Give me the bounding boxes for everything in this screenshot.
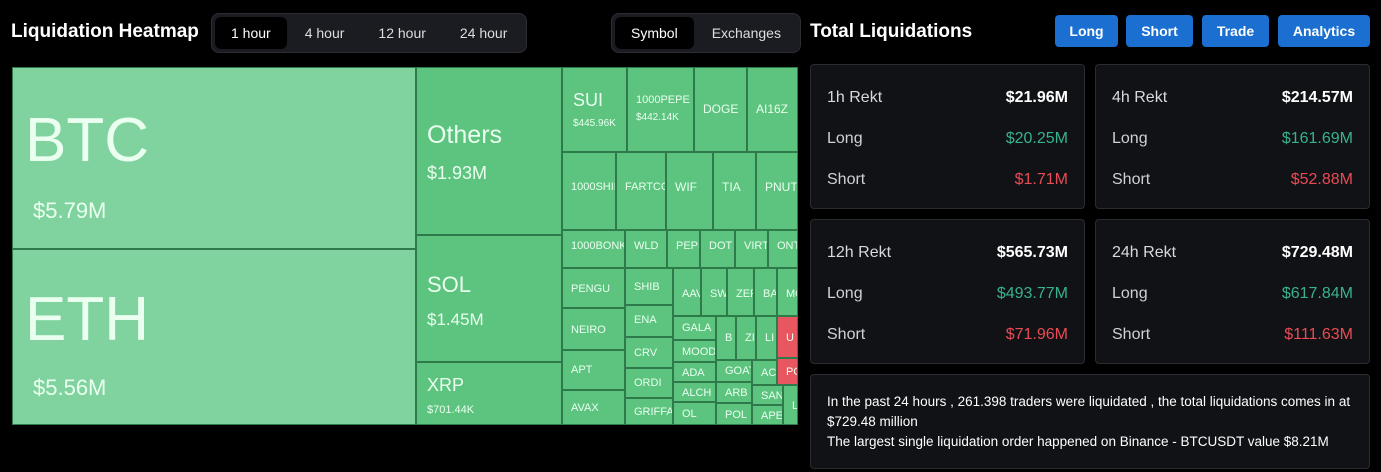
tile[interactable]: NEIRO <box>562 308 625 350</box>
tile[interactable]: POL <box>716 403 752 425</box>
view-tabs: Symbol Exchanges <box>611 13 801 53</box>
tile[interactable]: ORDI <box>625 368 673 398</box>
tile[interactable]: AC <box>752 360 777 385</box>
tile[interactable]: APE <box>752 405 783 425</box>
card-title: 12h Rekt $565.73M <box>827 244 1068 261</box>
short-value: $71.96M <box>1005 326 1068 343</box>
short-label: Short $1.71M <box>827 171 1068 188</box>
tile[interactable]: MOODENG <box>673 340 716 362</box>
long-value: $161.69M <box>1281 130 1353 147</box>
tile[interactable]: OL <box>673 402 716 425</box>
card-total: $565.73M <box>996 244 1068 261</box>
tile[interactable]: GOAT <box>716 360 752 382</box>
short-label: Short $71.96M <box>827 326 1068 343</box>
tile[interactable]: AAVE <box>673 268 701 316</box>
tile[interactable]: SAND <box>752 385 783 405</box>
tile[interactable]: AI16Z <box>747 67 798 152</box>
long-label: Long $617.84M <box>1112 285 1353 302</box>
tile[interactable]: ZEREBRO <box>727 268 754 316</box>
tile[interactable]: ALCH <box>673 382 716 402</box>
time-tabs: 1 hour 4 hour 12 hour 24 hour <box>211 13 528 53</box>
heatmap-title: Liquidation Heatmap <box>11 21 199 42</box>
long-label: Long $161.69M <box>1112 130 1353 147</box>
tile[interactable]: LI <box>756 316 777 360</box>
long-value: $493.77M <box>996 285 1068 302</box>
tile[interactable]: ZI <box>736 316 756 360</box>
tile[interactable]: XRP $701.44K <box>416 362 562 425</box>
tile[interactable]: GALA <box>673 316 716 340</box>
short-label: Short $52.88M <box>1112 171 1353 188</box>
tile[interactable]: APT <box>562 350 625 390</box>
tile[interactable]: L <box>783 385 798 425</box>
tile[interactable]: B <box>716 316 736 360</box>
button[interactable]: Short <box>1126 15 1193 47</box>
long-value: $617.84M <box>1281 285 1353 302</box>
tile[interactable]: ENA <box>625 305 673 337</box>
long-label: Long $493.77M <box>827 285 1068 302</box>
tile[interactable]: CRV <box>625 337 673 368</box>
tile[interactable]: AVAX <box>562 390 625 425</box>
view-tab[interactable]: Exchanges <box>711 25 781 41</box>
card-total: $21.96M <box>1005 89 1068 106</box>
tile[interactable]: SWARMS <box>701 268 727 316</box>
short-value: $1.71M <box>1014 171 1068 188</box>
short-value: $111.63M <box>1284 326 1353 343</box>
tile[interactable]: TIA <box>713 152 756 230</box>
card: 24h Rekt $729.48M Long $617.84M Short $111.63… <box>1095 219 1370 364</box>
tile[interactable]: WLD <box>625 230 667 268</box>
button[interactable]: Analytics <box>1278 15 1370 47</box>
tile[interactable]: PEPE <box>667 230 700 268</box>
panel-title: Total Liquidations <box>810 21 973 42</box>
tile[interactable]: SUI $445.96K <box>562 67 627 152</box>
tile[interactable]: ADA <box>673 362 716 382</box>
tile[interactable]: PNUT <box>756 152 798 230</box>
tile[interactable]: 1000SHIB <box>562 152 616 230</box>
card-total: $214.57M <box>1281 89 1353 106</box>
card: 4h Rekt $214.57M Long $161.69M Short $52.88M <box>1095 64 1370 209</box>
card-title: 24h Rekt $729.48M <box>1112 244 1353 261</box>
card: 1h Rekt $21.96M Long $20.25M Short $1.71M <box>810 64 1085 209</box>
tile[interactable]: ARB <box>716 382 752 403</box>
long-value: $20.25M <box>1005 130 1068 147</box>
tile[interactable]: 1000PEPE $442.14K <box>627 67 694 152</box>
card-total: $729.48M <box>1281 244 1353 261</box>
time-tab[interactable]: 24 hour <box>459 25 508 41</box>
tile[interactable]: SHIB <box>625 268 673 305</box>
tile[interactable]: ETH $5.56M <box>12 249 416 425</box>
tile[interactable]: ONT <box>768 230 798 268</box>
card-title: 1h Rekt $21.96M <box>827 89 1068 106</box>
time-tab[interactable]: 1 hour <box>215 17 287 49</box>
tile[interactable]: U <box>777 316 798 358</box>
tile[interactable]: BAN <box>754 268 777 316</box>
tile[interactable]: GRIFFAIN <box>625 398 673 425</box>
tile[interactable]: Others $1.93M <box>416 67 562 235</box>
button[interactable]: Trade <box>1202 15 1269 47</box>
tile[interactable]: DOT <box>700 230 735 268</box>
card-title: 4h Rekt $214.57M <box>1112 89 1353 106</box>
summary-line: The largest single liquidation order hap… <box>827 434 1329 449</box>
button[interactable]: Long <box>1055 15 1118 47</box>
summary: In the past 24 hours , 261.398 traders w… <box>810 374 1370 469</box>
tile[interactable]: FARTCOIN <box>616 152 666 230</box>
tile[interactable]: MOVE <box>777 268 798 316</box>
short-label: Short $111.63M <box>1112 326 1353 343</box>
tile[interactable]: PO <box>777 358 798 385</box>
tile[interactable]: VIRTUAL <box>735 230 768 268</box>
card: 12h Rekt $565.73M Long $493.77M Short $71.96M <box>810 219 1085 364</box>
tile[interactable]: PENGU <box>562 268 625 308</box>
long-label: Long $20.25M <box>827 130 1068 147</box>
tile[interactable]: DOGE <box>694 67 747 152</box>
short-value: $52.88M <box>1290 171 1353 188</box>
tile[interactable]: 1000BONK <box>562 230 625 268</box>
time-tab[interactable]: 4 hour <box>304 25 345 41</box>
tile[interactable]: BTC $5.79M <box>12 67 416 249</box>
tile[interactable]: SOL $1.45M <box>416 235 562 362</box>
summary-line: In the past 24 hours , 261.398 traders w… <box>827 394 1351 429</box>
tile[interactable]: WIF <box>666 152 713 230</box>
time-tab[interactable]: 12 hour <box>378 25 426 41</box>
view-tab[interactable]: Symbol <box>615 17 694 49</box>
